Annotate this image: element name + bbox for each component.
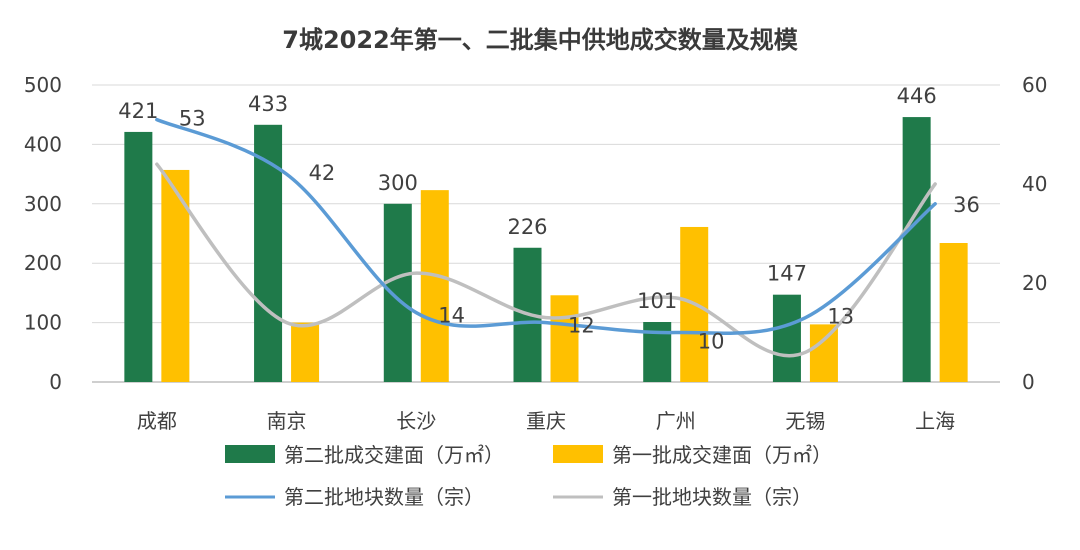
- left-axis-tick-label: 0: [49, 370, 62, 394]
- data-label-bar: 446: [897, 84, 937, 108]
- bar-series1-area: [809, 324, 838, 382]
- data-label-line: 13: [827, 305, 854, 329]
- category-label: 无锡: [785, 409, 825, 433]
- data-label-line: 42: [309, 161, 336, 185]
- bar-series1-area: [550, 295, 579, 382]
- data-label-line: 14: [438, 304, 465, 328]
- bar-series1-area: [291, 322, 320, 382]
- bar-series2-area: [772, 294, 801, 382]
- category-label: 成都: [137, 409, 177, 433]
- right-axis-tick-label: 40: [1022, 172, 1047, 196]
- data-label-bar: 433: [248, 92, 288, 116]
- legend-swatch-series1-area: [553, 445, 603, 463]
- gridlines: [92, 84, 1000, 324]
- data-label-bar: 300: [378, 171, 418, 195]
- data-label-line: 53: [179, 107, 206, 131]
- data-label-line: 36: [953, 193, 980, 217]
- bar-series1-area: [420, 190, 449, 382]
- left-axis-tick-label: 400: [24, 132, 62, 156]
- left-axis-tick-label: 500: [24, 73, 62, 97]
- lines: [155, 117, 937, 358]
- left-axis-tick-label: 100: [24, 311, 62, 335]
- line-series2-count: [155, 117, 937, 335]
- line-series1-count: [155, 162, 937, 358]
- left-axis-tick-label: 200: [24, 251, 62, 275]
- category-label: 上海: [915, 409, 955, 433]
- chart-title: 7城2022年第一、二批集中供地成交数量及规模: [282, 26, 798, 54]
- right-axis-tick-label: 0: [1022, 370, 1035, 394]
- left-axis-tick-label: 300: [24, 192, 62, 216]
- data-label-bar: 101: [637, 289, 677, 313]
- bars: [124, 117, 968, 383]
- data-label-line: 12: [568, 314, 595, 338]
- data-labels: 421 433 300 226 101 147 446 53 42 14 12 10 13 36: [118, 84, 980, 353]
- category-label: 南京: [267, 409, 307, 433]
- bar-series1-area: [161, 169, 190, 382]
- legend-label-series1-area: 第一批成交建面（万㎡）: [612, 443, 832, 467]
- data-label-line: 10: [698, 330, 725, 354]
- category-label: 重庆: [526, 409, 566, 433]
- bar-series1-area: [939, 243, 968, 382]
- legend-label-series2-count: 第二批地块数量（宗）: [284, 485, 484, 509]
- axes: 0 100 200 300 400 500 0 20 40 60: [24, 73, 1048, 394]
- bar-series2-area: [902, 117, 931, 383]
- right-axis-tick-label: 20: [1022, 271, 1047, 295]
- legend-label-series1-count: 第一批地块数量（宗）: [612, 485, 812, 509]
- data-label-bar: 421: [118, 99, 158, 123]
- legend: 第二批成交建面（万㎡） 第一批成交建面（万㎡） 第二批地块数量（宗） 第一批地块…: [225, 443, 832, 509]
- right-axis-tick-label: 60: [1022, 73, 1047, 97]
- data-label-bar: 226: [507, 215, 547, 239]
- bar-series2-area: [124, 131, 153, 382]
- bar-series2-area: [383, 203, 412, 382]
- category-labels: 成都 南京 长沙 重庆 广州 无锡 上海: [137, 409, 955, 433]
- legend-swatch-series2-area: [225, 445, 275, 463]
- data-label-bar: 147: [767, 262, 807, 286]
- legend-label-series2-area: 第二批成交建面（万㎡）: [284, 443, 504, 467]
- category-label: 广州: [656, 409, 696, 433]
- category-label: 长沙: [396, 409, 436, 433]
